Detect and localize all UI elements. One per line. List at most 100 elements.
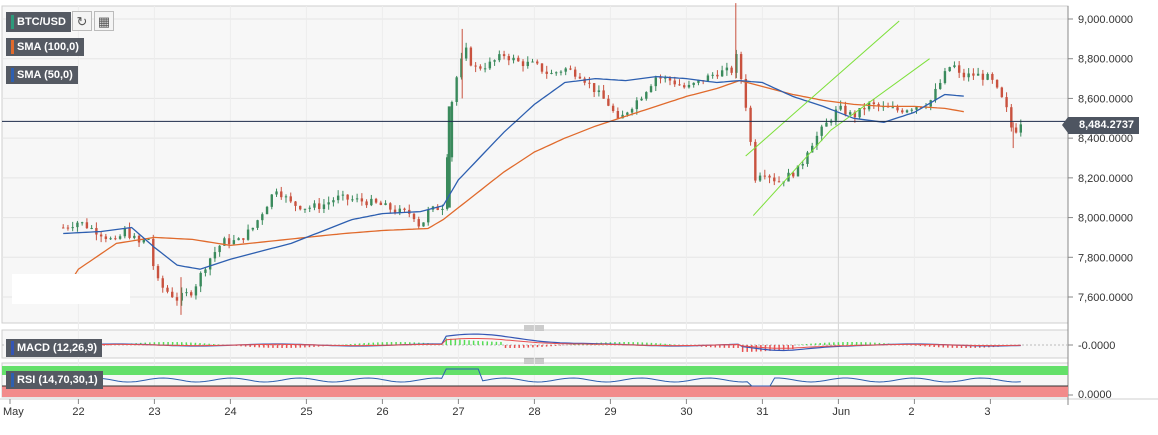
candle-up bbox=[341, 194, 345, 196]
candle-down bbox=[161, 278, 164, 288]
sma50-line bbox=[63, 75, 964, 270]
x-tick-label: 30 bbox=[680, 406, 692, 418]
candle-up bbox=[512, 57, 515, 61]
candle-up bbox=[313, 203, 316, 208]
refresh-icon[interactable]: ↻ bbox=[72, 11, 92, 31]
candle-down bbox=[872, 102, 876, 105]
candle-up bbox=[758, 175, 762, 181]
candle-up bbox=[796, 165, 800, 177]
candle-up bbox=[332, 200, 335, 203]
sma50-swatch bbox=[11, 68, 14, 83]
candle-up bbox=[246, 229, 250, 240]
candle-down bbox=[844, 105, 847, 115]
rsi-overbought-band bbox=[2, 366, 1068, 375]
x-tick-label: Jun bbox=[832, 406, 850, 418]
candle-down bbox=[578, 76, 582, 79]
candle-down bbox=[536, 61, 539, 64]
calendar-icon[interactable]: ▦ bbox=[94, 11, 114, 31]
candle-up bbox=[706, 75, 710, 82]
candle-up bbox=[986, 74, 989, 80]
candle-up bbox=[953, 65, 956, 68]
candle-up bbox=[90, 227, 93, 229]
candle-up bbox=[180, 292, 183, 301]
sma100-line bbox=[62, 79, 964, 294]
x-tick-label: 28 bbox=[528, 406, 540, 418]
candle-up bbox=[422, 222, 425, 227]
candle-up bbox=[820, 126, 823, 136]
rsi-swatch bbox=[11, 373, 14, 388]
candle-up bbox=[720, 70, 724, 77]
y-tick-label: 7,800.0000 bbox=[1078, 252, 1133, 264]
candle-down bbox=[417, 219, 420, 227]
candle-up bbox=[270, 194, 273, 207]
rsi-legend[interactable]: RSI (14,70,30,1) bbox=[6, 371, 103, 389]
candle-down bbox=[616, 110, 620, 119]
candle-up bbox=[834, 109, 838, 121]
candle-up bbox=[943, 71, 947, 83]
candle-up bbox=[915, 107, 918, 110]
candle-down bbox=[754, 141, 757, 181]
candle-down bbox=[540, 63, 544, 72]
candle-up bbox=[398, 208, 401, 213]
candle-down bbox=[853, 112, 857, 118]
candle-down bbox=[683, 85, 686, 88]
candle-up bbox=[370, 198, 373, 206]
candle-up bbox=[147, 238, 150, 240]
candle-up bbox=[664, 77, 667, 79]
macd-swatch bbox=[11, 341, 14, 356]
sma50-legend[interactable]: SMA (50,0) bbox=[6, 66, 78, 84]
symbol-color-swatch bbox=[11, 15, 14, 30]
candle-down bbox=[474, 65, 477, 67]
candle-down bbox=[436, 206, 439, 211]
candle-down bbox=[749, 107, 752, 142]
candle-up bbox=[934, 88, 937, 101]
macd-signal-line bbox=[63, 338, 1021, 349]
x-tick-label: May bbox=[3, 406, 24, 418]
candle-down bbox=[1010, 107, 1013, 128]
blank-panel bbox=[12, 274, 130, 304]
candle-up bbox=[213, 252, 217, 259]
candle-down bbox=[863, 108, 866, 110]
candle-up bbox=[199, 272, 202, 287]
rsi-oversold-band bbox=[2, 386, 1068, 397]
candle-up bbox=[284, 196, 288, 198]
x-tick-label: 26 bbox=[376, 406, 388, 418]
rsi-label: RSI (14,70,30,1) bbox=[17, 374, 98, 386]
candle-down bbox=[777, 181, 781, 183]
candle-down bbox=[507, 56, 511, 61]
candle-down bbox=[957, 65, 961, 73]
candle-down bbox=[317, 203, 321, 209]
candle-up bbox=[635, 100, 639, 110]
candle-up bbox=[76, 222, 79, 228]
candle-down bbox=[1005, 97, 1008, 108]
candle-down bbox=[730, 67, 733, 73]
channel-line-1 bbox=[830, 58, 930, 131]
macd-legend[interactable]: MACD (12,26,9) bbox=[6, 339, 103, 357]
candle-up bbox=[142, 239, 145, 243]
candle-up bbox=[905, 110, 909, 113]
candle-up bbox=[327, 202, 330, 205]
candle-down bbox=[379, 202, 383, 206]
candle-up bbox=[384, 203, 387, 206]
candle-up bbox=[725, 67, 729, 71]
candle-down bbox=[502, 54, 506, 57]
symbol-label[interactable]: BTC/USD bbox=[6, 12, 71, 32]
candle-down bbox=[792, 172, 795, 177]
candle-up bbox=[654, 77, 657, 87]
candle-down bbox=[607, 98, 610, 106]
candle-up bbox=[218, 245, 221, 253]
candle-down bbox=[128, 228, 131, 238]
candle-up bbox=[256, 220, 259, 228]
candle-down bbox=[227, 238, 231, 245]
candle-up bbox=[825, 122, 828, 127]
candle-up bbox=[626, 112, 629, 115]
candle-up bbox=[237, 238, 240, 241]
candle-down bbox=[299, 205, 302, 210]
candle-up bbox=[194, 286, 198, 296]
candle-up bbox=[445, 157, 449, 209]
candle-up bbox=[531, 61, 534, 63]
candle-down bbox=[991, 74, 994, 80]
sma50-label: SMA (50,0) bbox=[17, 69, 73, 81]
candle-down bbox=[545, 71, 548, 74]
sma100-legend[interactable]: SMA (100,0) bbox=[6, 38, 84, 56]
